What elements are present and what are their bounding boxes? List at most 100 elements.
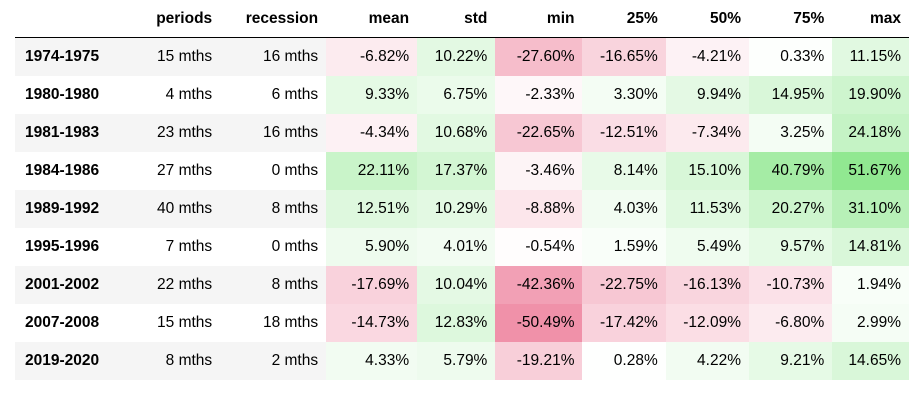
header-25pct: 25%: [626, 9, 658, 27]
cell-25pct: -17.42%: [582, 304, 666, 342]
table-row: 1995-1996 7 mths 0 mths 5.90% 4.01% -0.5…: [15, 228, 909, 266]
cell-periods: 7 mths: [133, 228, 221, 266]
cell-mean: -14.73%: [326, 304, 418, 342]
cell-max: 24.18%: [832, 114, 909, 152]
cell-recession: 16 mths: [220, 114, 327, 152]
cell-min: -2.33%: [495, 76, 583, 114]
cell-25pct: -16.65%: [582, 37, 666, 76]
cell-periods: 23 mths: [133, 114, 221, 152]
cell-periods: 27 mths: [133, 152, 221, 190]
cell-recession: 8 mths: [220, 266, 327, 304]
cell-75pct: -10.73%: [748, 266, 833, 304]
header-index: [15, 0, 133, 38]
row-index: 1980-1980: [15, 76, 134, 114]
statistics-table: periods recession mean std min 25% 50% 7…: [15, 0, 909, 380]
header-75pct: 75%: [793, 9, 825, 27]
cell-max: 11.15%: [832, 37, 909, 76]
cell-75pct: 20.27%: [748, 190, 833, 228]
cell-75pct: 14.95%: [748, 76, 833, 114]
cell-50pct: -16.13%: [665, 266, 749, 304]
row-index: 1989-1992: [15, 190, 134, 228]
cell-periods: 4 mths: [133, 76, 221, 114]
header-periods: periods: [156, 9, 213, 27]
cell-max: 14.81%: [832, 228, 909, 266]
cell-mean: 22.11%: [326, 152, 418, 190]
cell-75pct: 9.21%: [748, 342, 833, 380]
table-row: 1989-1992 40 mths 8 mths 12.51% 10.29% -…: [15, 190, 909, 228]
cell-25pct: 3.30%: [582, 76, 666, 114]
cell-mean: -4.34%: [326, 114, 418, 152]
cell-mean: -6.82%: [326, 37, 418, 76]
cell-50pct: -4.21%: [665, 37, 749, 76]
cell-std: 5.79%: [417, 342, 496, 380]
cell-min: -27.60%: [495, 37, 583, 76]
cell-max: 14.65%: [832, 342, 909, 380]
cell-mean: 12.51%: [326, 190, 418, 228]
row-index: 2001-2002: [15, 266, 134, 304]
cell-min: -42.36%: [495, 266, 583, 304]
header-min: min: [546, 9, 575, 27]
cell-max: 31.10%: [832, 190, 909, 228]
cell-periods: 8 mths: [133, 342, 221, 380]
cell-std: 10.22%: [417, 37, 496, 76]
table-row: 1984-1986 27 mths 0 mths 22.11% 17.37% -…: [15, 152, 909, 190]
header-std: std: [464, 9, 488, 27]
cell-std: 17.37%: [417, 152, 496, 190]
cell-periods: 22 mths: [133, 266, 221, 304]
cell-25pct: 1.59%: [582, 228, 666, 266]
cell-mean: 4.33%: [326, 342, 418, 380]
table-row: 2001-2002 22 mths 8 mths -17.69% 10.04% …: [15, 266, 909, 304]
cell-std: 10.04%: [417, 266, 496, 304]
cell-25pct: -22.75%: [582, 266, 666, 304]
cell-min: -0.54%: [495, 228, 583, 266]
cell-recession: 6 mths: [220, 76, 327, 114]
cell-std: 12.83%: [417, 304, 496, 342]
header-recession: recession: [245, 9, 319, 27]
cell-50pct: 9.94%: [665, 76, 749, 114]
row-index: 1984-1986: [15, 152, 134, 190]
cell-min: -50.49%: [495, 304, 583, 342]
cell-mean: 9.33%: [326, 76, 418, 114]
header-mean: mean: [368, 9, 410, 27]
table-row: 1974-1975 15 mths 16 mths -6.82% 10.22% …: [15, 37, 909, 76]
header-row: periods recession mean std min 25% 50% 7…: [15, 0, 909, 38]
row-index: 2007-2008: [15, 304, 134, 342]
cell-50pct: 4.22%: [665, 342, 749, 380]
cell-max: 2.99%: [832, 304, 909, 342]
table-row: 1981-1983 23 mths 16 mths -4.34% 10.68% …: [15, 114, 909, 152]
cell-recession: 18 mths: [220, 304, 327, 342]
cell-25pct: 4.03%: [582, 190, 666, 228]
cell-50pct: 5.49%: [665, 228, 749, 266]
cell-max: 51.67%: [832, 152, 909, 190]
row-index: 1995-1996: [15, 228, 134, 266]
cell-std: 6.75%: [417, 76, 496, 114]
cell-periods: 15 mths: [133, 304, 221, 342]
table-row: 1980-1980 4 mths 6 mths 9.33% 6.75% -2.3…: [15, 76, 909, 114]
cell-min: -22.65%: [495, 114, 583, 152]
cell-std: 4.01%: [417, 228, 496, 266]
cell-periods: 15 mths: [133, 37, 221, 76]
table-row: 2007-2008 15 mths 18 mths -14.73% 12.83%…: [15, 304, 909, 342]
cell-periods: 40 mths: [133, 190, 221, 228]
cell-std: 10.68%: [417, 114, 496, 152]
cell-mean: 5.90%: [326, 228, 418, 266]
cell-recession: 0 mths: [220, 152, 327, 190]
cell-75pct: -6.80%: [748, 304, 833, 342]
row-index: 1974-1975: [15, 37, 134, 76]
cell-min: -8.88%: [495, 190, 583, 228]
cell-50pct: 15.10%: [665, 152, 749, 190]
table-row: 2019-2020 8 mths 2 mths 4.33% 5.79% -19.…: [15, 342, 909, 380]
cell-50pct: -7.34%: [665, 114, 749, 152]
cell-75pct: 9.57%: [748, 228, 833, 266]
cell-max: 1.94%: [832, 266, 909, 304]
cell-mean: -17.69%: [326, 266, 418, 304]
cell-recession: 16 mths: [220, 37, 327, 76]
header-max: max: [869, 9, 901, 27]
cell-recession: 2 mths: [220, 342, 327, 380]
cell-75pct: 40.79%: [748, 152, 833, 190]
header-50pct: 50%: [709, 9, 741, 27]
cell-50pct: 11.53%: [665, 190, 749, 228]
cell-max: 19.90%: [832, 76, 909, 114]
cell-recession: 8 mths: [220, 190, 327, 228]
row-index: 2019-2020: [15, 342, 134, 380]
